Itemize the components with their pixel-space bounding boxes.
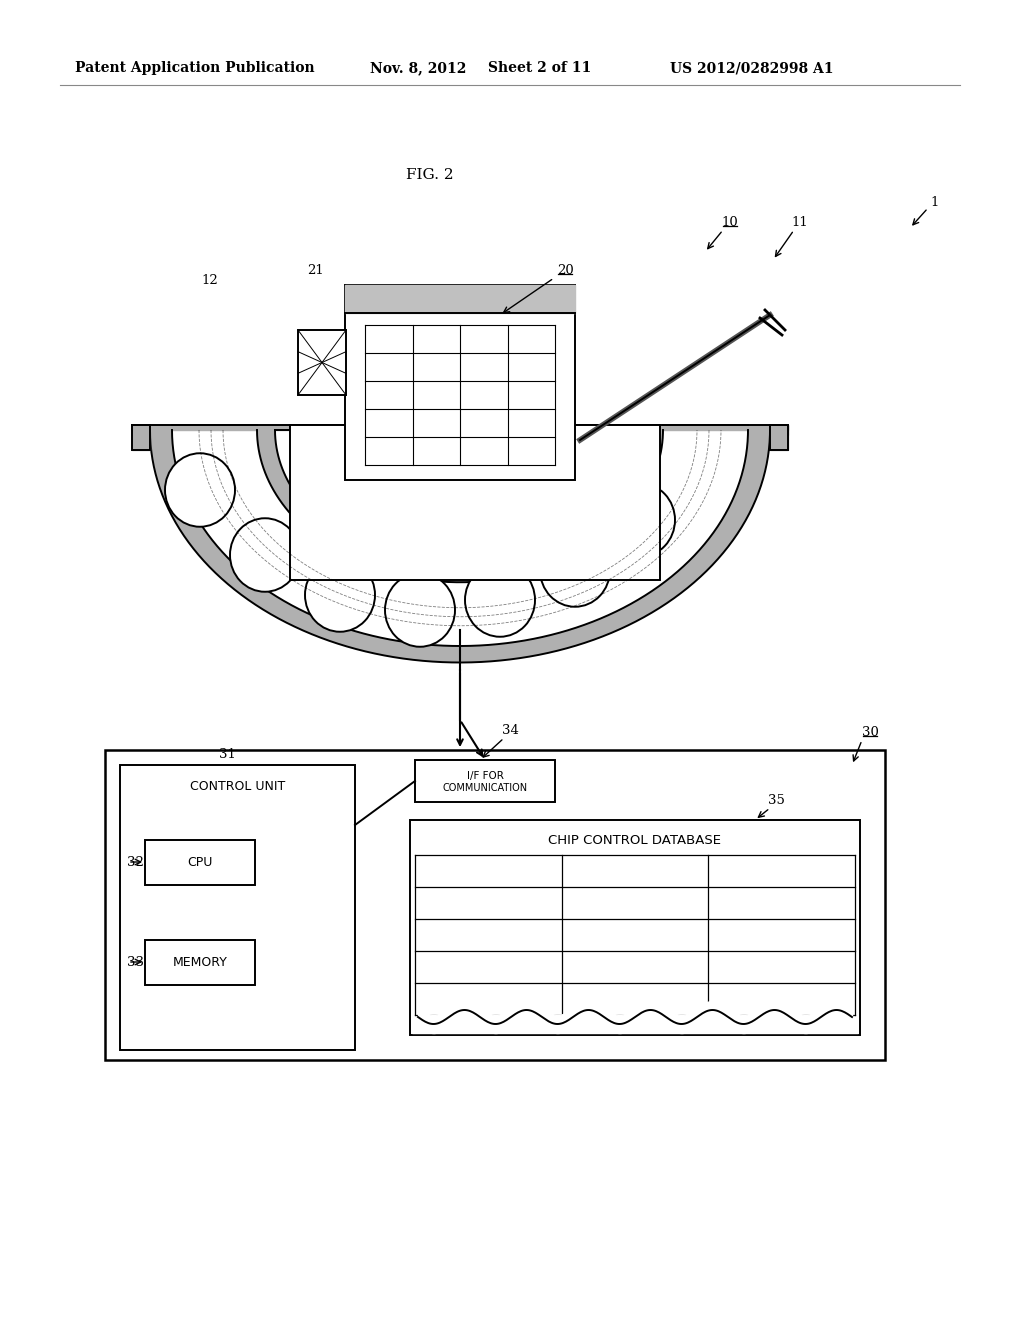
Text: Nov. 8, 2012: Nov. 8, 2012 (370, 61, 466, 75)
Text: MEMORY: MEMORY (173, 956, 227, 969)
Polygon shape (132, 425, 150, 436)
Ellipse shape (540, 533, 610, 607)
Ellipse shape (230, 519, 300, 591)
Bar (770, 425, 788, 450)
Ellipse shape (165, 453, 234, 527)
Ellipse shape (465, 564, 535, 636)
Text: 10: 10 (722, 215, 738, 228)
Text: 1: 1 (931, 195, 939, 209)
Text: 34: 34 (502, 723, 518, 737)
Text: US 2012/0282998 A1: US 2012/0282998 A1 (670, 61, 834, 75)
Text: 30: 30 (861, 726, 879, 738)
Bar (298, 330, 346, 395)
Text: FIG. 2: FIG. 2 (407, 168, 454, 182)
Ellipse shape (305, 558, 375, 632)
Text: 35: 35 (768, 793, 784, 807)
Text: 12: 12 (202, 273, 218, 286)
Text: Sheet 2 of 11: Sheet 2 of 11 (488, 61, 591, 75)
Text: COMMUNICATION: COMMUNICATION (442, 783, 527, 793)
Polygon shape (345, 285, 575, 313)
Text: 11: 11 (792, 215, 808, 228)
Polygon shape (770, 425, 788, 436)
Polygon shape (150, 430, 770, 663)
Text: Patent Application Publication: Patent Application Publication (75, 61, 314, 75)
Bar (132, 425, 150, 450)
Bar (120, 766, 355, 1049)
Bar (345, 285, 575, 480)
Polygon shape (770, 425, 788, 450)
Ellipse shape (385, 573, 455, 647)
Bar (145, 840, 255, 884)
Text: CHIP CONTROL DATABASE: CHIP CONTROL DATABASE (549, 833, 722, 846)
Ellipse shape (605, 483, 675, 557)
Bar (290, 425, 660, 579)
Text: CONTROL UNIT: CONTROL UNIT (189, 780, 285, 793)
Text: I/F FOR: I/F FOR (467, 771, 504, 781)
Text: 31: 31 (218, 748, 236, 762)
Bar (410, 820, 860, 1035)
Polygon shape (172, 430, 748, 645)
Text: 20: 20 (557, 264, 573, 276)
Text: 33: 33 (127, 956, 143, 969)
Polygon shape (132, 425, 150, 450)
Bar (145, 940, 255, 985)
Bar (105, 750, 885, 1060)
Bar (415, 760, 555, 803)
Polygon shape (257, 430, 663, 582)
Text: CPU: CPU (187, 855, 213, 869)
Text: 21: 21 (306, 264, 324, 276)
Text: 32: 32 (127, 855, 143, 869)
Polygon shape (132, 425, 788, 430)
